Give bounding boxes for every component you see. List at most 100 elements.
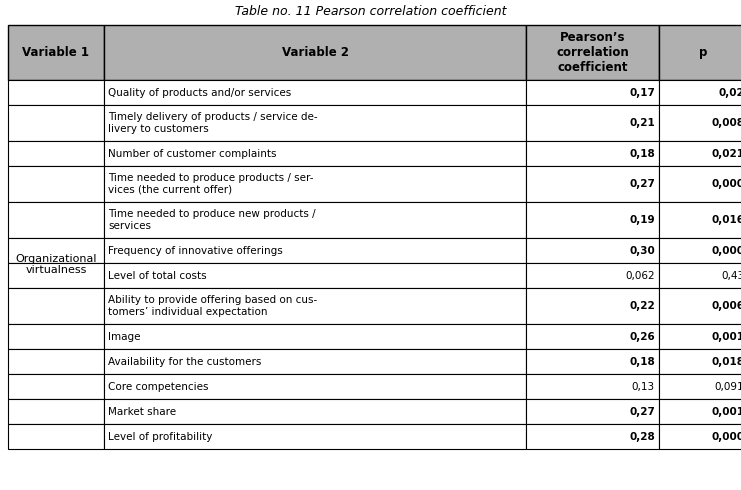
Bar: [8, 166, 104, 202]
Bar: [526, 424, 659, 449]
Bar: [8, 141, 104, 166]
Text: 0,001: 0,001: [711, 332, 741, 342]
Bar: [526, 349, 659, 374]
Bar: [659, 202, 741, 238]
Text: 0,006: 0,006: [711, 301, 741, 311]
Text: Time needed to produce products / ser-
vices (the current offer): Time needed to produce products / ser- v…: [108, 173, 313, 195]
Bar: [526, 374, 659, 399]
Text: 0,27: 0,27: [629, 407, 655, 416]
Text: 0,26: 0,26: [629, 332, 655, 342]
Text: Organizational
virtualness: Organizational virtualness: [16, 254, 97, 275]
Bar: [659, 238, 741, 263]
Text: p: p: [700, 46, 708, 59]
Text: 0,18: 0,18: [629, 357, 655, 367]
Bar: [104, 105, 526, 141]
Bar: [659, 349, 741, 374]
Bar: [104, 238, 526, 263]
Bar: [104, 263, 526, 288]
Bar: [526, 80, 659, 105]
Bar: [526, 166, 659, 202]
Text: Level of total costs: Level of total costs: [108, 270, 207, 280]
Bar: [8, 324, 104, 349]
Text: 0,000: 0,000: [711, 432, 741, 441]
Bar: [104, 374, 526, 399]
Text: 0,30: 0,30: [629, 245, 655, 255]
Bar: [659, 324, 741, 349]
Text: Table no. 11 Pearson correlation coefficient: Table no. 11 Pearson correlation coeffic…: [235, 4, 506, 18]
Bar: [104, 424, 526, 449]
Bar: [659, 424, 741, 449]
Bar: [8, 80, 104, 105]
Text: Image: Image: [108, 332, 141, 342]
Text: Number of customer complaints: Number of customer complaints: [108, 148, 276, 158]
Bar: [8, 399, 104, 424]
Bar: [659, 80, 741, 105]
Text: Availability for the customers: Availability for the customers: [108, 357, 262, 367]
Bar: [104, 80, 526, 105]
Text: Ability to provide offering based on cus-
tomers’ individual expectation: Ability to provide offering based on cus…: [108, 295, 317, 317]
Bar: [104, 202, 526, 238]
Bar: [526, 25, 659, 80]
Bar: [8, 105, 104, 141]
Text: 0,21: 0,21: [629, 118, 655, 128]
Text: 0,000: 0,000: [711, 179, 741, 189]
Bar: [104, 141, 526, 166]
Text: 0,02: 0,02: [718, 88, 741, 98]
Bar: [8, 288, 104, 324]
Bar: [8, 25, 104, 80]
Bar: [104, 349, 526, 374]
Text: 0,13: 0,13: [632, 382, 655, 392]
Text: 0,016: 0,016: [711, 215, 741, 225]
Text: Core competencies: Core competencies: [108, 382, 208, 392]
Bar: [8, 424, 104, 449]
Text: Pearson’s
correlation
coefficient: Pearson’s correlation coefficient: [556, 31, 629, 74]
Text: 0,18: 0,18: [629, 148, 655, 158]
Bar: [659, 263, 741, 288]
Text: Variable 1: Variable 1: [22, 46, 90, 59]
Text: 0,018: 0,018: [711, 357, 741, 367]
Bar: [526, 105, 659, 141]
Bar: [526, 263, 659, 288]
Bar: [659, 25, 741, 80]
Bar: [8, 202, 104, 238]
Text: 0,001: 0,001: [711, 407, 741, 416]
Bar: [659, 399, 741, 424]
Text: Timely delivery of products / service de-
livery to customers: Timely delivery of products / service de…: [108, 112, 318, 134]
Bar: [104, 166, 526, 202]
Bar: [526, 141, 659, 166]
Text: Variable 2: Variable 2: [282, 46, 348, 59]
Text: 0,091: 0,091: [714, 382, 741, 392]
Bar: [104, 324, 526, 349]
Text: Quality of products and/or services: Quality of products and/or services: [108, 88, 291, 98]
Bar: [104, 25, 526, 80]
Text: Level of profitability: Level of profitability: [108, 432, 213, 441]
Bar: [659, 374, 741, 399]
Text: 0,062: 0,062: [625, 270, 655, 280]
Bar: [526, 202, 659, 238]
Text: 0,021: 0,021: [711, 148, 741, 158]
Text: Market share: Market share: [108, 407, 176, 416]
Bar: [104, 399, 526, 424]
Text: Time needed to produce new products /
services: Time needed to produce new products / se…: [108, 209, 316, 231]
Text: Frequency of innovative offerings: Frequency of innovative offerings: [108, 245, 283, 255]
Text: 0,43: 0,43: [721, 270, 741, 280]
Bar: [526, 324, 659, 349]
Text: 0,22: 0,22: [629, 301, 655, 311]
Bar: [526, 238, 659, 263]
Text: 0,27: 0,27: [629, 179, 655, 189]
Text: 0,19: 0,19: [629, 215, 655, 225]
Bar: [659, 166, 741, 202]
Text: 0,008: 0,008: [711, 118, 741, 128]
Bar: [659, 105, 741, 141]
Bar: [104, 288, 526, 324]
Text: 0,28: 0,28: [629, 432, 655, 441]
Bar: [8, 238, 104, 263]
Bar: [659, 141, 741, 166]
Bar: [8, 374, 104, 399]
Bar: [8, 263, 104, 288]
Bar: [8, 349, 104, 374]
Text: 0,17: 0,17: [629, 88, 655, 98]
Bar: [659, 288, 741, 324]
Text: 0,000: 0,000: [711, 245, 741, 255]
Bar: [526, 288, 659, 324]
